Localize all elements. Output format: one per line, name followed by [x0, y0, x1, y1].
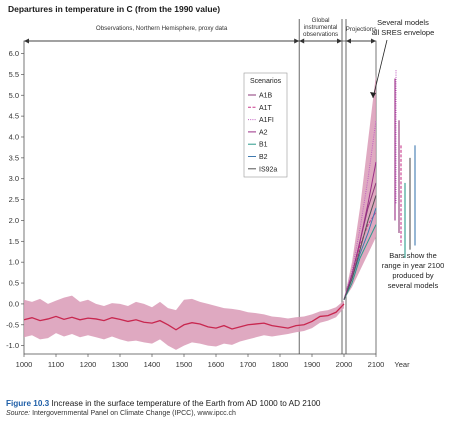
y-tick-label: 6.0: [9, 49, 19, 58]
projection-envelope: [344, 74, 376, 300]
plot-area: Observations, Northern Hemisphere, proxy…: [6, 17, 416, 369]
arrow-projections-head-left: [346, 38, 351, 44]
x-tick-label: 1300: [112, 360, 129, 369]
y-axis-title: Departures in temperature in C (from the…: [8, 4, 220, 14]
y-tick-label: 0.5: [9, 279, 19, 288]
y-tick-label: 4.0: [9, 132, 19, 141]
y-tick-label: -1.0: [6, 341, 19, 350]
period-label-instrumental-3: observations: [303, 31, 338, 38]
period-label-projections: Projections: [346, 26, 377, 33]
period-label-instrumental-2: instrumental: [304, 24, 338, 31]
proxy-temperature-line: [23, 303, 345, 331]
y-tick-label: 3.0: [9, 174, 19, 183]
legend-label-a1b: A1B: [259, 93, 273, 100]
figure-number: Figure 10.3: [6, 399, 50, 408]
x-tick-label: 1400: [144, 360, 161, 369]
scenario-line-a2: [343, 161, 377, 300]
x-tick-label: 2000: [336, 360, 353, 369]
figure-caption: Figure 10.3 Increase in the surface temp…: [6, 399, 446, 417]
period-label-proxy: Observations, Northern Hemisphere, proxy…: [96, 25, 228, 32]
bars-annotation-line1: Bars show the: [389, 251, 437, 260]
x-tick-label: 1200: [80, 360, 97, 369]
y-tick-label: 4.5: [9, 112, 19, 121]
arrow-instrumental-head-right: [337, 38, 342, 44]
legend-title: Scenarios: [250, 78, 282, 85]
period-label-instrumental-1: Global: [312, 17, 330, 24]
envelope-arrow-head: [370, 92, 376, 98]
legend-label-is92a: IS92a: [259, 166, 277, 173]
x-tick-label: 1900: [304, 360, 321, 369]
legend: Scenarios A1B A1T A1FI A2 B1 B2 IS92a: [243, 72, 288, 178]
legend-label-a2: A2: [259, 129, 268, 136]
legend-box: [243, 72, 288, 178]
y-tick-label: 3.5: [9, 153, 19, 162]
arrow-proxy-head-right: [294, 38, 300, 44]
envelope-arrow-line: [372, 39, 388, 99]
y-tick-label: 0.0: [9, 299, 19, 308]
bars-annotation: Bars show the range in year 2100 produce…: [382, 251, 445, 290]
y-tick-label: -0.5: [6, 320, 19, 329]
envelope-annotation-line1: Several models: [377, 18, 429, 27]
arrow-proxy-head-left: [24, 38, 29, 44]
legend-label-a1fi: A1FI: [259, 117, 274, 124]
source-label: Source:: [6, 410, 31, 417]
scenario-line-a1t: [343, 211, 377, 300]
x-tick-label: 2100: [368, 360, 385, 369]
y-tick-label: 5.5: [9, 70, 19, 79]
y-tick-label: 1.5: [9, 237, 19, 246]
arrow-projections-head-right: [371, 38, 376, 44]
caption-line2: Source: Intergovernmental Panel on Clima…: [6, 410, 446, 417]
x-tick-label: 1800: [272, 360, 289, 369]
scenario-line-a1fi: [343, 120, 377, 300]
envelope-annotation-line2: all SRES envelope: [372, 28, 435, 37]
bars-annotation-line3: produced by: [392, 271, 434, 280]
x-axis-label: Year: [394, 360, 410, 369]
x-tick-label: 1100: [48, 360, 64, 369]
legend-label-a1t: A1T: [259, 105, 273, 112]
bars-annotation-line4: several models: [388, 281, 439, 290]
caption-line1: Figure 10.3 Increase in the surface temp…: [6, 399, 446, 408]
x-tick-label: 1500: [176, 360, 193, 369]
scenario-line-is92a: [343, 195, 377, 300]
scenario-line-b1: [343, 224, 377, 300]
source-text: Intergovernmental Panel on Climate Chang…: [32, 410, 236, 417]
legend-label-b2: B2: [259, 154, 268, 161]
caption-title: Increase in the surface temperature of t…: [51, 399, 321, 408]
legend-label-b1: B1: [259, 142, 268, 149]
y-tick-label: 1.0: [9, 258, 19, 267]
y-tick-label: 5.0: [9, 91, 19, 100]
arrow-instrumental-head-left: [299, 38, 305, 44]
y-tick-label: 2.5: [9, 195, 19, 204]
envelope-annotation: Several models all SRES envelope: [370, 18, 435, 99]
bars-annotation-line2: range in year 2100: [382, 261, 445, 270]
x-tick-label: 1700: [240, 360, 257, 369]
x-tick-label: 1600: [208, 360, 225, 369]
y-tick-label: 2.0: [9, 216, 19, 225]
x-tick-label: 1000: [16, 360, 33, 369]
proxy-uncertainty-band: [24, 295, 344, 350]
